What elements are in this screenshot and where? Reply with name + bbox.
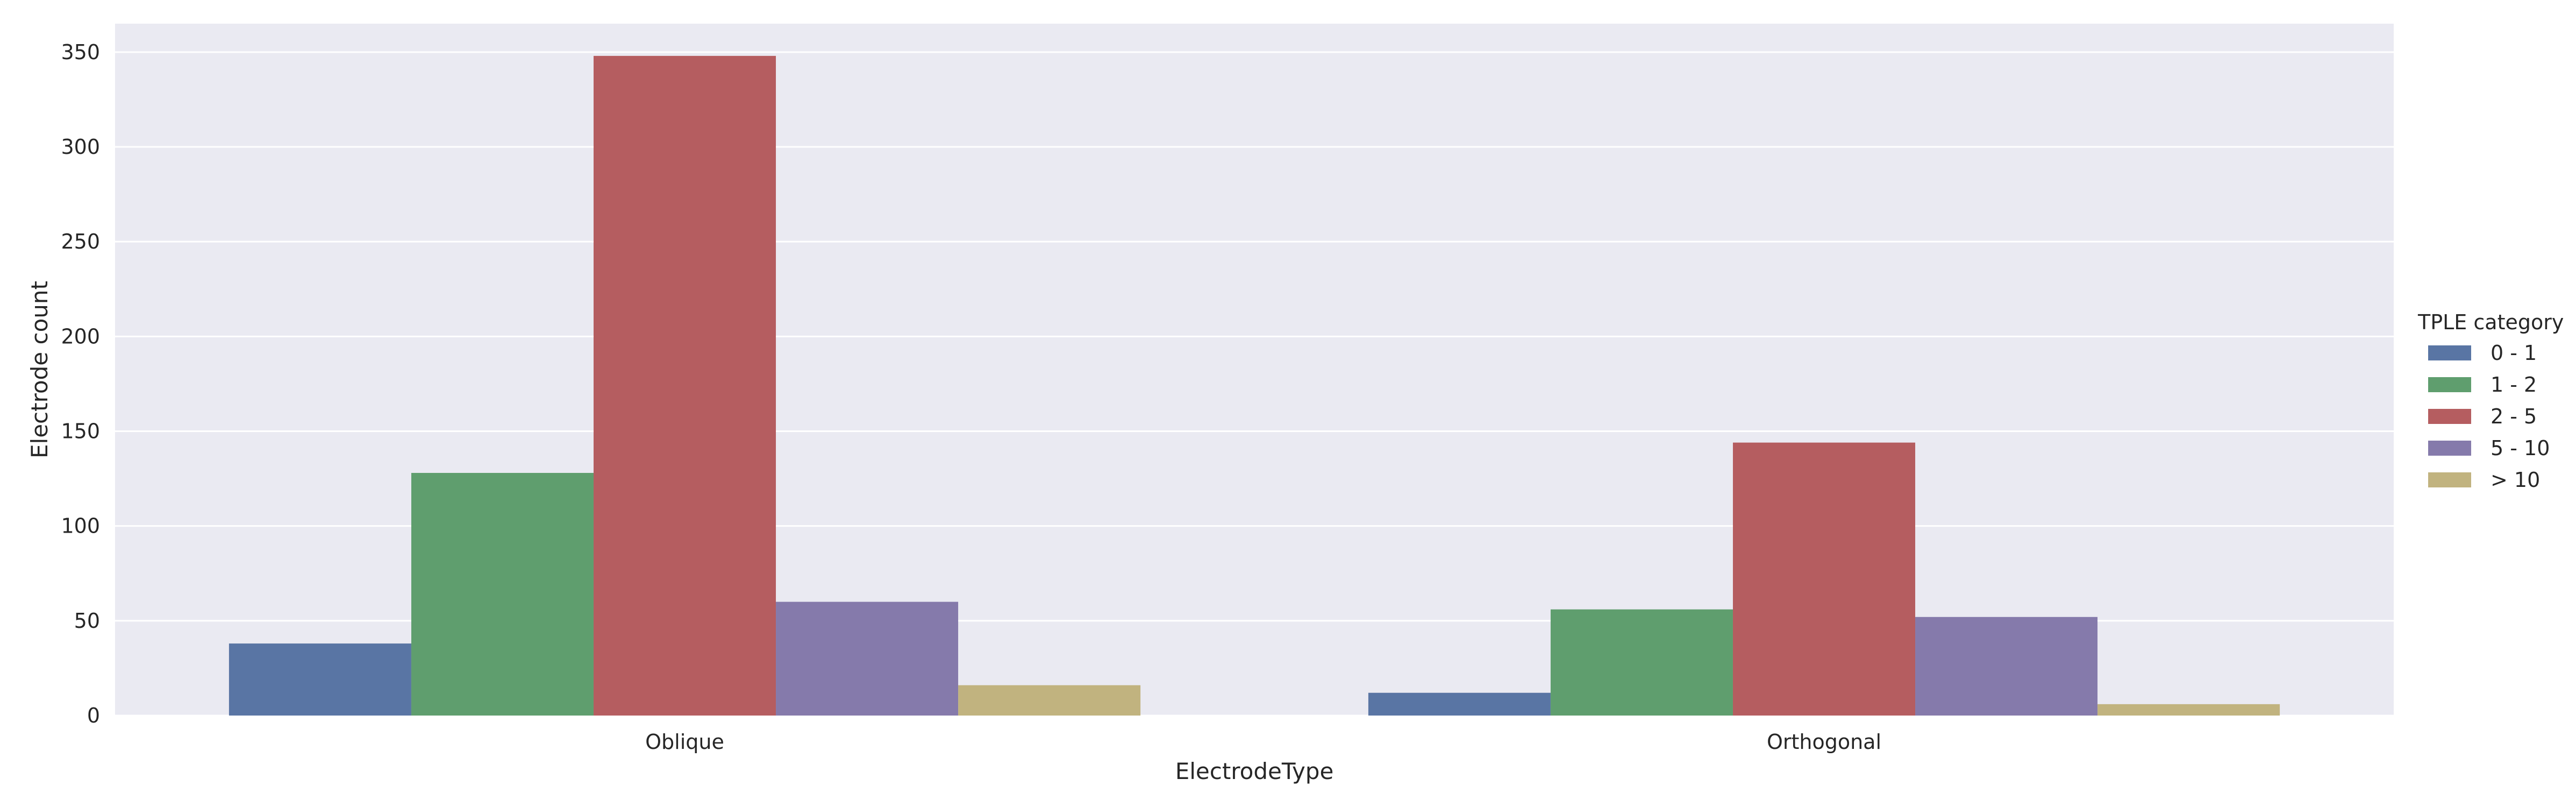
bar-1-0 bbox=[1368, 692, 1551, 716]
legend-swatch bbox=[2428, 409, 2471, 424]
y-axis-label: Electrode count bbox=[26, 281, 53, 458]
x-tick-label: Orthogonal bbox=[1767, 730, 1881, 754]
bar-0-1 bbox=[411, 473, 594, 716]
legend-swatch bbox=[2428, 472, 2471, 487]
legend-swatch bbox=[2428, 345, 2471, 360]
y-tick-label: 350 bbox=[61, 40, 100, 64]
legend-label: 0 - 1 bbox=[2491, 341, 2537, 365]
x-tick-label: Oblique bbox=[645, 730, 724, 754]
y-tick-label: 50 bbox=[74, 609, 100, 633]
y-tick-label: 100 bbox=[61, 514, 100, 538]
legend-label: 2 - 5 bbox=[2491, 405, 2537, 428]
bar-0-2 bbox=[593, 55, 776, 716]
legend-swatch bbox=[2428, 377, 2471, 392]
legend-label: > 10 bbox=[2491, 468, 2540, 492]
y-tick-labels: 0 50 100 150 200 250 300 350 bbox=[61, 40, 100, 727]
legend-title: TPLE category bbox=[2417, 310, 2564, 334]
x-tick-labels: Oblique Orthogonal bbox=[645, 730, 1881, 754]
bar-1-3 bbox=[1915, 617, 2098, 716]
bars bbox=[229, 55, 2280, 716]
y-tick-label: 0 bbox=[87, 704, 100, 727]
legend-swatch bbox=[2428, 441, 2471, 456]
bar-1-1 bbox=[1550, 609, 1733, 716]
bar-1-2 bbox=[1732, 442, 1916, 716]
y-tick-label: 300 bbox=[61, 135, 100, 159]
y-tick-label: 150 bbox=[61, 420, 100, 443]
y-tick-label: 200 bbox=[61, 324, 100, 348]
bar-1-4 bbox=[2097, 704, 2280, 716]
bar-0-0 bbox=[229, 643, 411, 716]
y-tick-label: 250 bbox=[61, 230, 100, 253]
legend-label: 5 - 10 bbox=[2491, 436, 2550, 460]
legend: TPLE category 0 - 1 1 - 2 2 - 5 5 - 10 > 10 bbox=[2417, 310, 2564, 492]
bar-0-4 bbox=[958, 685, 1141, 716]
bar-0-3 bbox=[776, 601, 959, 716]
legend-label: 1 - 2 bbox=[2491, 373, 2537, 397]
x-axis-label: ElectrodeType bbox=[1175, 758, 1334, 784]
